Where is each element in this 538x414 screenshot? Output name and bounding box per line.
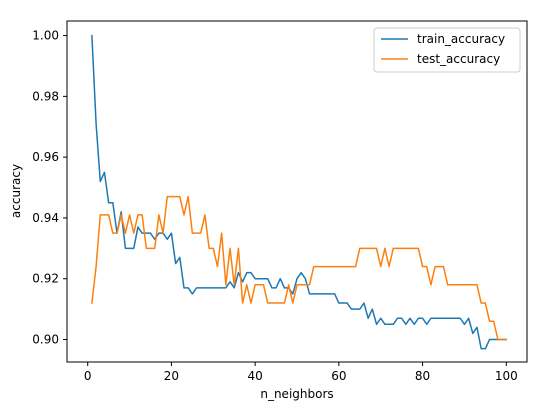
y-tick-label: 0.92: [32, 272, 59, 286]
plot-frame: [66, 20, 528, 363]
x-tick-label: 60: [331, 369, 346, 383]
series-line-test-accuracy: [91, 195, 508, 341]
y-tick-label: 0.96: [32, 150, 59, 164]
x-axis-ticks: 0 20 40 60 80 100: [84, 362, 518, 383]
x-tick-label: 0: [84, 369, 92, 383]
y-axis-ticks: 0.90 0.92 0.94 0.96 0.98 1.00: [32, 29, 67, 347]
y-tick-label: 0.98: [32, 89, 59, 103]
plot-lines: [91, 34, 508, 350]
y-axis-label: accuracy: [9, 164, 23, 218]
x-tick-label: 40: [248, 369, 263, 383]
x-axis-label: n_neighbors: [260, 387, 333, 401]
legend-label-train: train_accuracy: [417, 32, 505, 46]
legend-label-test: test_accuracy: [417, 52, 500, 66]
y-tick-label: 1.00: [32, 29, 59, 43]
legend: train_accuracy test_accuracy: [373, 27, 521, 73]
series-line-train-accuracy: [91, 34, 508, 350]
y-tick-label: 0.90: [32, 333, 59, 347]
legend-box: [373, 27, 521, 73]
x-tick-label: 100: [495, 369, 518, 383]
y-tick-label: 0.94: [32, 211, 59, 225]
x-tick-label: 20: [164, 369, 179, 383]
x-tick-label: 80: [415, 369, 430, 383]
